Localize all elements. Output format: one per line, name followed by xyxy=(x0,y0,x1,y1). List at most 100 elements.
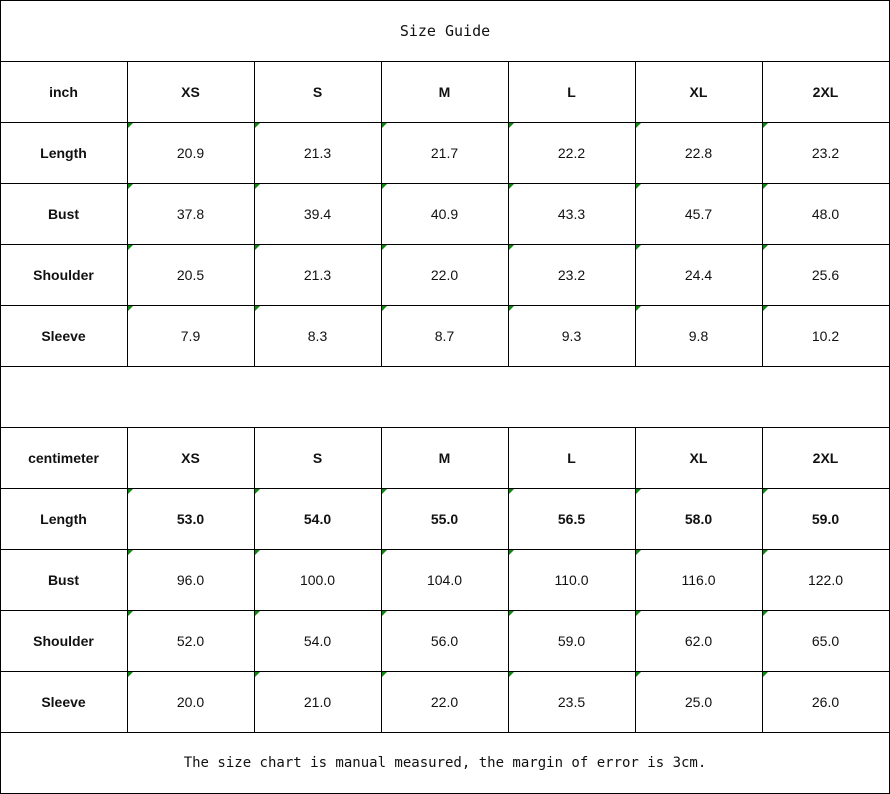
measurement-cell: 25.6 xyxy=(811,266,840,283)
error-indicator-icon xyxy=(128,123,133,128)
measurement-cell: 62.0 xyxy=(684,632,713,649)
error-indicator-icon xyxy=(255,123,260,128)
measurement-cell: 59.0 xyxy=(557,632,586,649)
measurement-cell: 100.0 xyxy=(299,571,336,588)
grid-line xyxy=(635,427,636,733)
error-indicator-icon xyxy=(636,245,641,250)
grid-line xyxy=(0,732,890,733)
grid-line xyxy=(0,366,890,367)
measurement-cell: 43.3 xyxy=(557,205,586,222)
size-header: XL xyxy=(689,449,708,466)
grid-line xyxy=(0,183,890,184)
size-header: 2XL xyxy=(812,83,839,100)
error-indicator-icon xyxy=(128,184,133,189)
measurement-cell: 9.8 xyxy=(688,327,709,344)
measurement-cell: 22.8 xyxy=(684,144,713,161)
error-indicator-icon xyxy=(509,611,514,616)
size-header: S xyxy=(312,83,323,100)
size-header: L xyxy=(567,83,576,100)
unit-header: centimeter xyxy=(28,449,99,466)
row-label: Shoulder xyxy=(33,632,94,649)
grid-line xyxy=(0,305,890,306)
measurement-cell: 56.0 xyxy=(430,632,459,649)
measurement-cell: 58.0 xyxy=(684,510,713,527)
row-label: Bust xyxy=(47,205,80,222)
measurement-cell: 110.0 xyxy=(554,571,589,588)
size-header: L xyxy=(567,449,576,466)
grid-line xyxy=(381,61,382,367)
error-indicator-icon xyxy=(636,611,641,616)
measurement-cell: 23.2 xyxy=(557,266,586,283)
measurement-cell: 116.0 xyxy=(681,571,716,588)
error-indicator-icon xyxy=(255,184,260,189)
measurement-cell: 22.0 xyxy=(430,266,459,283)
error-indicator-icon xyxy=(509,123,514,128)
error-indicator-icon xyxy=(382,489,387,494)
error-indicator-icon xyxy=(763,123,768,128)
grid-line xyxy=(0,610,890,611)
measurement-cell: 65.0 xyxy=(811,632,840,649)
error-indicator-icon xyxy=(509,306,514,311)
measurement-cell: 96.0 xyxy=(176,571,205,588)
measurement-cell: 8.7 xyxy=(434,327,455,344)
unit-header: inch xyxy=(49,83,78,100)
grid-line xyxy=(0,0,1,794)
error-indicator-icon xyxy=(509,184,514,189)
measurement-cell: 56.5 xyxy=(557,510,586,527)
error-indicator-icon xyxy=(255,550,260,555)
error-indicator-icon xyxy=(382,123,387,128)
size-header: S xyxy=(312,449,323,466)
measurement-cell: 21.0 xyxy=(303,693,332,710)
measurement-cell: 55.0 xyxy=(430,510,459,527)
error-indicator-icon xyxy=(128,672,133,677)
error-indicator-icon xyxy=(255,489,260,494)
grid-line xyxy=(0,671,890,672)
error-indicator-icon xyxy=(763,306,768,311)
error-indicator-icon xyxy=(509,550,514,555)
row-label: Shoulder xyxy=(33,266,94,283)
error-indicator-icon xyxy=(128,611,133,616)
error-indicator-icon xyxy=(382,611,387,616)
error-indicator-icon xyxy=(382,245,387,250)
error-indicator-icon xyxy=(509,489,514,494)
measurement-cell: 26.0 xyxy=(811,693,840,710)
grid-line xyxy=(254,61,255,367)
measurement-cell: 21.3 xyxy=(303,266,332,283)
measurement-cell: 37.8 xyxy=(176,205,205,222)
measurement-cell: 10.2 xyxy=(811,327,840,344)
measurement-cell: 21.7 xyxy=(430,144,459,161)
error-indicator-icon xyxy=(636,550,641,555)
grid-line xyxy=(508,61,509,367)
measurement-cell: 122.0 xyxy=(807,571,844,588)
error-indicator-icon xyxy=(255,672,260,677)
error-indicator-icon xyxy=(509,245,514,250)
error-indicator-icon xyxy=(636,489,641,494)
measurement-cell: 39.4 xyxy=(303,205,332,222)
grid-line xyxy=(0,427,890,428)
measurement-cell: 40.9 xyxy=(430,205,459,222)
grid-line xyxy=(0,0,890,1)
error-indicator-icon xyxy=(255,611,260,616)
measurement-cell: 20.0 xyxy=(176,693,205,710)
error-indicator-icon xyxy=(763,184,768,189)
measurement-cell: 20.5 xyxy=(176,266,205,283)
size-header: M xyxy=(438,83,451,100)
measurement-cell: 25.0 xyxy=(684,693,713,710)
size-header: XS xyxy=(181,449,200,466)
measurement-cell: 20.9 xyxy=(176,144,205,161)
measurement-cell: 59.0 xyxy=(811,510,840,527)
measurement-cell: 54.0 xyxy=(303,510,332,527)
measurement-cell: 8.3 xyxy=(307,327,328,344)
row-label: Sleeve xyxy=(41,327,86,344)
grid-line xyxy=(0,549,890,550)
error-indicator-icon xyxy=(128,489,133,494)
error-indicator-icon xyxy=(763,611,768,616)
grid-line xyxy=(0,61,890,62)
error-indicator-icon xyxy=(255,306,260,311)
measurement-cell: 54.0 xyxy=(303,632,332,649)
grid-line xyxy=(635,61,636,367)
measurement-cell: 7.9 xyxy=(180,327,201,344)
measurement-cell: 48.0 xyxy=(811,205,840,222)
measurement-cell: 104.0 xyxy=(426,571,463,588)
